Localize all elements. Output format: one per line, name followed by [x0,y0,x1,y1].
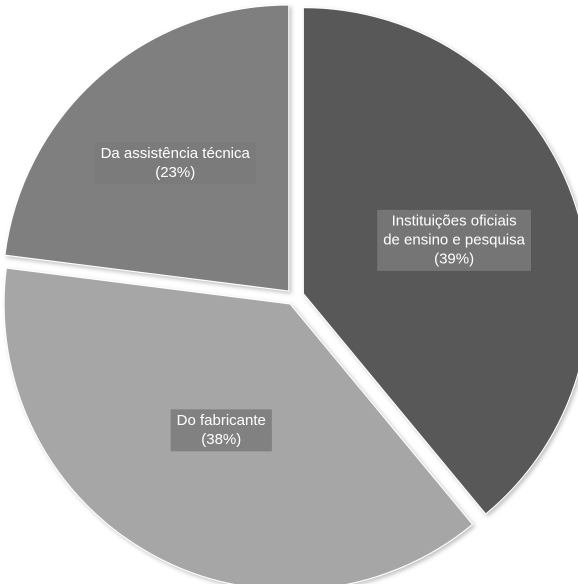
pie-slice-name: Do fabricante [177,412,266,429]
pie-slice-label-background [377,209,531,271]
pie-slice-percent: (23%) [155,164,195,181]
pie-slice-label-background [94,142,256,185]
pie-slices [3,4,578,584]
pie-slice-label-2: Da assistência técnica (23%) [94,142,256,185]
pie-slice-name: de ensino e pesquisa [383,231,525,248]
pie-slice-percent: (39%) [434,250,474,267]
pie-slice-percent: (38%) [201,431,241,448]
pie-slice-label-background [170,409,272,452]
pie-slice-name: Instituições oficiais [392,212,517,229]
pie-slice-label-1: Do fabricante (38%) [170,409,272,452]
pie-labels: Instituições oficiais de ensino e pesquis… [94,142,531,452]
pie-slice-name: Da assistência técnica [101,145,251,162]
pie-slice-label-0: Instituições oficiais de ensino e pesquis… [377,209,531,271]
